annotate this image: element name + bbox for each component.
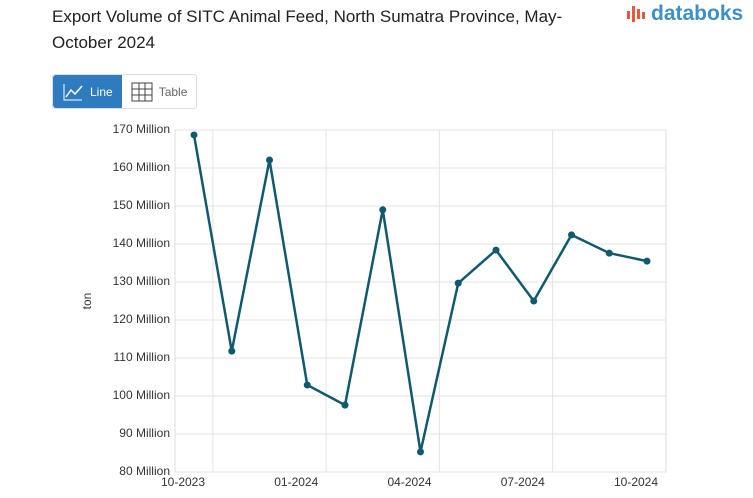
- y-axis-label: ton: [80, 293, 94, 310]
- x-tick-label: 10-2023: [161, 475, 205, 489]
- line-button[interactable]: Line: [53, 75, 122, 108]
- point: [303, 381, 311, 389]
- y-tick-label: 170 Million: [113, 122, 170, 136]
- x-tick-label: 04-2024: [387, 475, 431, 489]
- y-tick-label: 80 Million: [119, 464, 170, 478]
- point: [454, 279, 462, 287]
- point: [530, 297, 538, 305]
- y-tick-label: 150 Million: [113, 198, 170, 212]
- plot-area: [174, 129, 667, 473]
- y-tick-label: 100 Million: [113, 388, 170, 402]
- point: [341, 401, 349, 409]
- point: [492, 246, 500, 254]
- chart-title: Export Volume of SITC Animal Feed, North…: [52, 7, 563, 52]
- x-tick-label: 10-2024: [614, 475, 658, 489]
- point: [605, 249, 613, 257]
- table-label: Table: [158, 84, 188, 99]
- brand-name: databoks: [651, 2, 744, 25]
- table-icon: [131, 82, 153, 101]
- table-button[interactable]: Table: [122, 75, 197, 108]
- y-tick-label: 120 Million: [113, 312, 170, 326]
- point: [379, 206, 387, 214]
- point: [417, 448, 424, 456]
- x-tick-label: 07-2024: [501, 475, 545, 489]
- point: [643, 257, 651, 265]
- y-tick-label: 90 Million: [119, 426, 170, 440]
- y-tick-label: 130 Million: [113, 274, 170, 288]
- line-icon: [63, 83, 83, 100]
- line-label: Line: [90, 84, 113, 99]
- point: [190, 131, 198, 139]
- view-switch: Line Table: [52, 74, 198, 109]
- x-tick-label: 01-2024: [274, 475, 318, 489]
- brand-icon: [627, 6, 645, 23]
- y-tick-label: 160 Million: [113, 160, 170, 174]
- point: [568, 231, 575, 239]
- y-tick-label: 140 Million: [113, 236, 170, 250]
- y-tick-label: 110 Million: [114, 350, 170, 364]
- point: [266, 156, 273, 164]
- point: [228, 347, 236, 355]
- series-line: [192, 134, 648, 453]
- brand[interactable]: databoks: [626, 2, 743, 26]
